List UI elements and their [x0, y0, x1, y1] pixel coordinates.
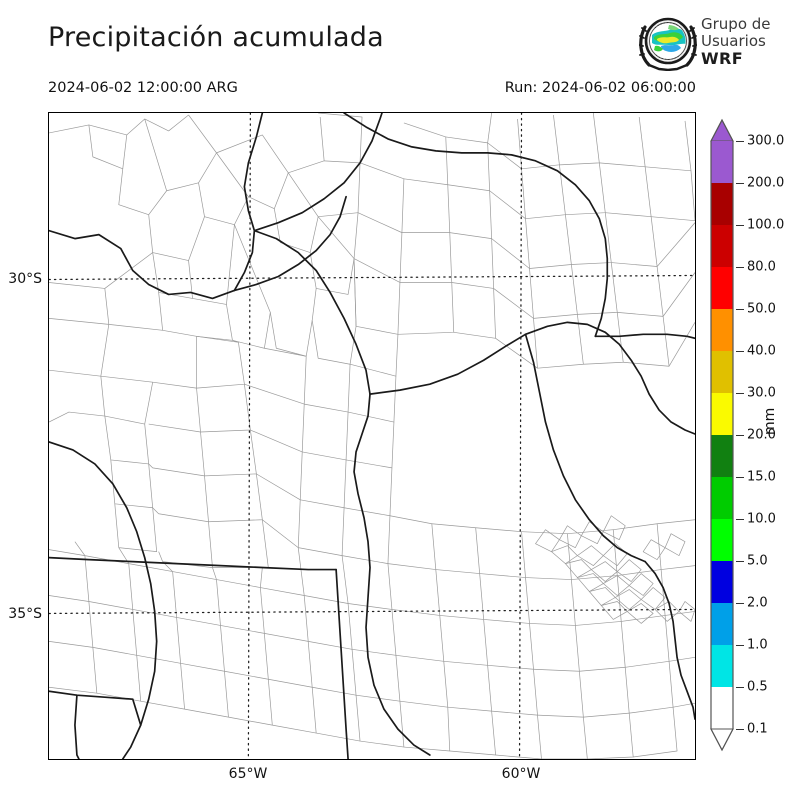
cb-tick-200 [736, 183, 744, 184]
cb-label-10: 10.0 [747, 511, 776, 527]
cb-tick-10 [736, 519, 744, 520]
map-geography [49, 113, 695, 759]
cb-tick-1 [736, 645, 744, 646]
cb-tick-80 [736, 267, 744, 268]
map-plot-area[interactable] [48, 112, 696, 760]
cb-label-50: 50.0 [747, 301, 776, 317]
cb-tick-15 [736, 477, 744, 478]
cb-tick-40 [736, 351, 744, 352]
graticule-lines [49, 113, 695, 759]
run-time-label: Run: 2024-06-02 06:00:00 [504, 80, 696, 96]
page-title: Precipitación acumulada [48, 22, 384, 53]
cb-tick-300 [736, 141, 744, 142]
colorbar-gradient [710, 118, 734, 752]
logo-line-3: WRF [701, 49, 744, 68]
cb-label-5: 5.0 [747, 553, 768, 569]
cb-label-200: 200.0 [747, 175, 785, 191]
cb-tick-30 [736, 393, 744, 394]
cb-label-1: 1.0 [747, 637, 768, 653]
wrf-globe-seal-icon [639, 17, 697, 71]
cb-label-20: 20.0 [747, 427, 776, 443]
wrf-user-group-logo: Grupo de Usuarios WRF [639, 13, 797, 75]
cb-label-15: 15.0 [747, 469, 776, 485]
cb-tick-2 [736, 603, 744, 604]
province-boundaries [49, 113, 695, 759]
cb-tick-50 [736, 309, 744, 310]
cb-tick-05 [736, 687, 744, 688]
valid-time-label: 2024-06-02 12:00:00 ARG [48, 80, 238, 96]
cb-label-01: 0.1 [747, 721, 768, 737]
colorbar-unit-label: mm [762, 407, 778, 435]
logo-text: Grupo de Usuarios WRF [701, 15, 771, 68]
cb-label-2: 2.0 [747, 595, 768, 611]
cb-label-100: 100.0 [747, 217, 785, 233]
precipitation-colorbar[interactable]: 300.0 200.0 100.0 80.0 50.0 40.0 30.0 20… [710, 118, 784, 752]
logo-line-2: Usuarios [701, 32, 766, 50]
cb-tick-20 [736, 435, 744, 436]
cb-label-30: 30.0 [747, 385, 776, 401]
department-boundaries [49, 113, 695, 759]
cb-label-80: 80.0 [747, 259, 776, 275]
cb-label-300: 300.0 [747, 133, 785, 149]
cb-tick-100 [736, 225, 744, 226]
cb-label-40: 40.0 [747, 343, 776, 359]
cb-label-05: 0.5 [747, 679, 768, 695]
lat-label-35s: 35°S [8, 606, 42, 622]
lat-label-30s: 30°S [8, 271, 42, 287]
lon-label-65w: 65°W [228, 766, 268, 782]
lon-label-60w: 60°W [501, 766, 541, 782]
logo-line-1: Grupo de [701, 15, 771, 33]
cb-tick-5 [736, 561, 744, 562]
cb-tick-01 [736, 729, 744, 730]
